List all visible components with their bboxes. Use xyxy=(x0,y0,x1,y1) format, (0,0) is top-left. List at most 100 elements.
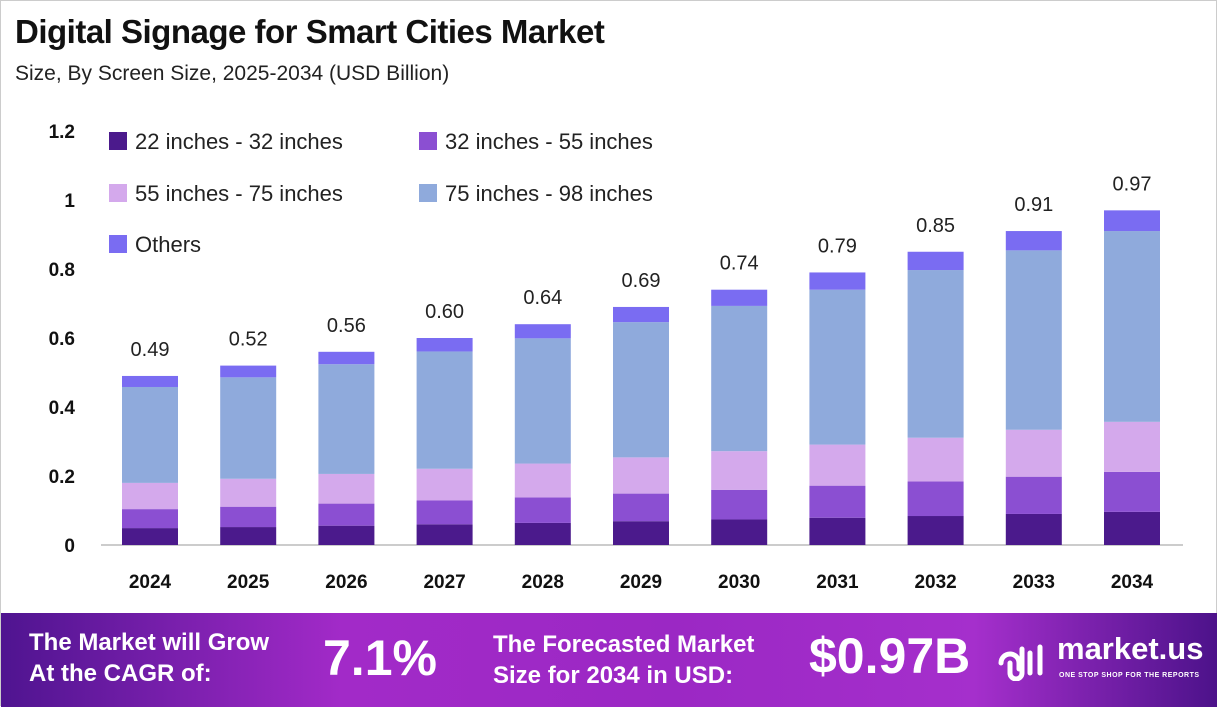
y-tick-label: 1.2 xyxy=(49,122,75,143)
chart-subtitle: Size, By Screen Size, 2025-2034 (USD Bil… xyxy=(15,62,450,85)
legend-label: 55 inches - 75 inches xyxy=(135,181,343,206)
bar-segment xyxy=(318,473,375,504)
bar-segment xyxy=(220,365,277,378)
bar-segment xyxy=(122,509,178,529)
cagr-label: The Market will Grow At the CAGR of: xyxy=(29,627,269,689)
bar-segment xyxy=(907,516,964,545)
bar-segment xyxy=(514,324,571,339)
total-label: 0.60 xyxy=(425,301,464,323)
bar-segment xyxy=(1005,231,1062,251)
x-tick-label: 2027 xyxy=(423,572,465,593)
legend-label: 22 inches - 32 inches xyxy=(135,129,343,154)
bar-segment xyxy=(514,497,571,523)
cagr-value: 7.1% xyxy=(323,630,437,686)
bar-segment xyxy=(907,270,964,438)
bar-segment xyxy=(809,517,866,545)
bar-segment xyxy=(416,500,473,525)
total-label: 0.97 xyxy=(1113,173,1152,195)
x-tick-label: 2034 xyxy=(1111,572,1154,593)
chart-title: Digital Signage for Smart Cities Market xyxy=(15,13,605,50)
x-tick-label: 2024 xyxy=(129,572,172,593)
bar-segment xyxy=(613,306,669,323)
bar-segment xyxy=(122,482,178,510)
bar-segment xyxy=(1104,210,1160,232)
y-tick-label: 0.8 xyxy=(49,260,75,281)
bar-segment xyxy=(1005,429,1062,477)
x-tick-label: 2025 xyxy=(227,572,270,593)
bar-segment xyxy=(1104,511,1160,545)
bar-segment xyxy=(1005,250,1062,430)
x-tick-label: 2031 xyxy=(816,572,859,593)
bar-segment xyxy=(613,521,669,545)
bar-segment xyxy=(318,525,375,545)
forecast-label-line1: The Forecasted Market xyxy=(493,631,755,658)
bar-segment xyxy=(122,375,178,387)
bar-segment xyxy=(416,351,473,469)
bar-segment xyxy=(1104,471,1160,512)
bar-segment xyxy=(122,386,178,483)
bar-segment xyxy=(1104,231,1160,422)
bar-segment xyxy=(1005,513,1062,545)
total-label: 0.79 xyxy=(818,235,857,257)
bar-segment xyxy=(220,527,277,545)
bar-segment xyxy=(809,289,866,445)
x-tick-label: 2028 xyxy=(522,572,564,593)
y-tick-label: 1 xyxy=(64,191,75,212)
legend-label: 32 inches - 55 inches xyxy=(445,129,653,154)
stacked-bar-chart: 0 0.2 0.4 0.6 0.8 1 1.2 0.49 2024 0.52 2025 0.56 202… xyxy=(49,122,1183,593)
y-tick-label: 0.2 xyxy=(49,467,75,488)
bar-segment xyxy=(711,289,768,306)
bar-segment xyxy=(907,251,964,271)
bar-segment xyxy=(711,305,768,452)
bar-segment xyxy=(809,272,866,290)
x-tick-label: 2026 xyxy=(325,572,367,593)
bar-segment xyxy=(514,522,571,545)
bar-segment xyxy=(1104,421,1160,472)
bar-segment xyxy=(416,468,473,501)
y-tick-label: 0.4 xyxy=(49,398,76,419)
bar-segment xyxy=(907,437,964,482)
x-tick-label: 2029 xyxy=(620,572,662,593)
legend-label: Others xyxy=(135,232,201,257)
bar-segment xyxy=(613,493,669,522)
total-label: 0.74 xyxy=(720,253,759,275)
forecast-label: The Forecasted Market Size for 2034 in U… xyxy=(493,629,754,691)
total-label: 0.52 xyxy=(229,329,268,351)
total-label: 0.85 xyxy=(916,215,955,237)
x-tick-label: 2032 xyxy=(914,572,956,593)
bar-segment xyxy=(416,524,473,545)
x-tick-label: 2030 xyxy=(718,572,760,593)
total-label: 0.69 xyxy=(622,270,661,292)
bar-segment xyxy=(613,457,669,494)
legend-swatch xyxy=(109,132,127,150)
bar-segment xyxy=(318,351,375,365)
total-label: 0.56 xyxy=(327,315,366,337)
legend-swatch xyxy=(419,132,437,150)
footer-banner: The Market will Grow At the CAGR of: 7.1… xyxy=(1,613,1217,707)
bar-segment xyxy=(907,481,964,517)
bar-segment xyxy=(220,478,277,507)
bar-segment xyxy=(318,364,375,474)
cagr-label-line2: At the CAGR of: xyxy=(29,660,212,687)
bar-segment xyxy=(318,503,375,526)
cagr-label-line1: The Market will Grow xyxy=(29,629,270,656)
legend-label: 75 inches - 98 inches xyxy=(445,181,653,206)
logo-tagline: ONE STOP SHOP FOR THE REPORTS xyxy=(1059,672,1200,679)
logo-text: market.us xyxy=(1057,631,1204,666)
forecast-value: $0.97B xyxy=(809,628,971,684)
y-tick-label: 0.6 xyxy=(49,329,75,350)
bar-segment xyxy=(220,506,277,528)
bar-segment xyxy=(809,444,866,486)
bar-segment xyxy=(416,338,473,352)
bar-segment xyxy=(220,377,277,479)
bar-segment xyxy=(613,322,669,458)
forecast-label-line2: Size for 2034 in USD: xyxy=(493,662,734,689)
total-label: 0.49 xyxy=(131,339,170,361)
bar-segment xyxy=(514,338,571,464)
total-label: 0.91 xyxy=(1014,194,1053,216)
bar-segment xyxy=(711,489,768,520)
y-tick-label: 0 xyxy=(64,536,75,557)
bar-segment xyxy=(514,463,571,498)
total-label: 0.64 xyxy=(523,287,562,309)
bar-segment xyxy=(1005,476,1062,514)
